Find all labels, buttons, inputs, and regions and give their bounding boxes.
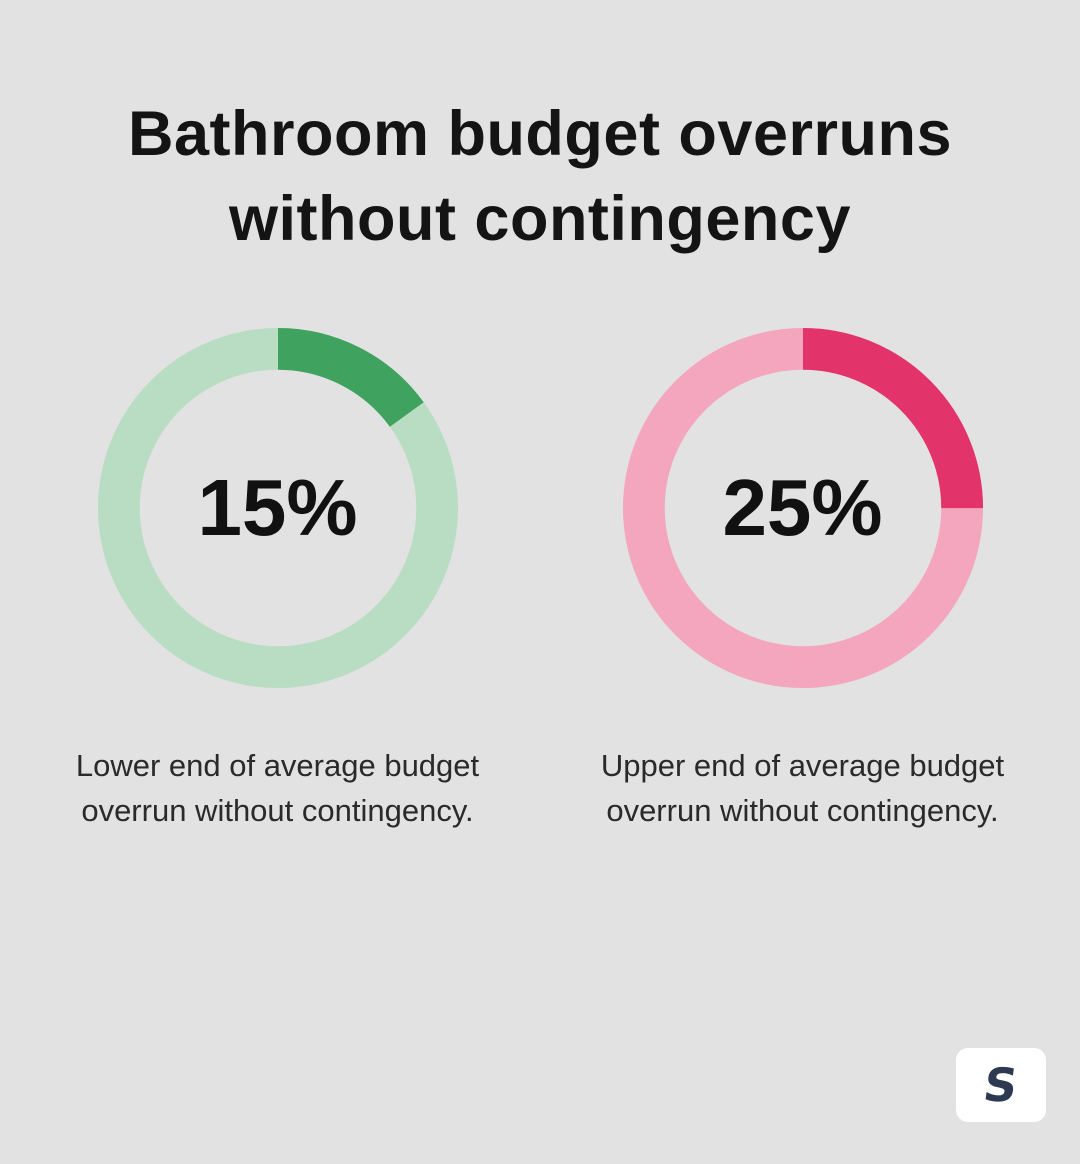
donut-svg-upper — [622, 328, 983, 689]
brand-logo-letter-icon: S — [980, 1058, 1022, 1112]
donut-percent-label: 15% — [197, 463, 358, 553]
donut-caption: Lower end of average budget overrun with… — [75, 748, 480, 829]
donut-percent-label: 25% — [722, 463, 883, 553]
donut-value-arc — [97, 328, 458, 689]
brand-logo: S — [956, 1048, 1046, 1122]
donut-value-arc — [622, 328, 983, 689]
charts-row: 15% Lower end of average budget overrun … — [0, 324, 1080, 834]
chart-column-upper: 25% Upper end of average budget overrun … — [575, 324, 1030, 834]
chart-column-lower: 15% Lower end of average budget overrun … — [50, 324, 505, 834]
donut-caption: Upper end of average budget overrun with… — [600, 748, 1005, 829]
page-title: Bathroom budget overruns without conting… — [127, 99, 953, 255]
donut-svg-lower — [97, 328, 458, 689]
donut-chart-lower: 15% — [94, 324, 462, 692]
donut-chart-upper: 25% — [619, 324, 987, 692]
